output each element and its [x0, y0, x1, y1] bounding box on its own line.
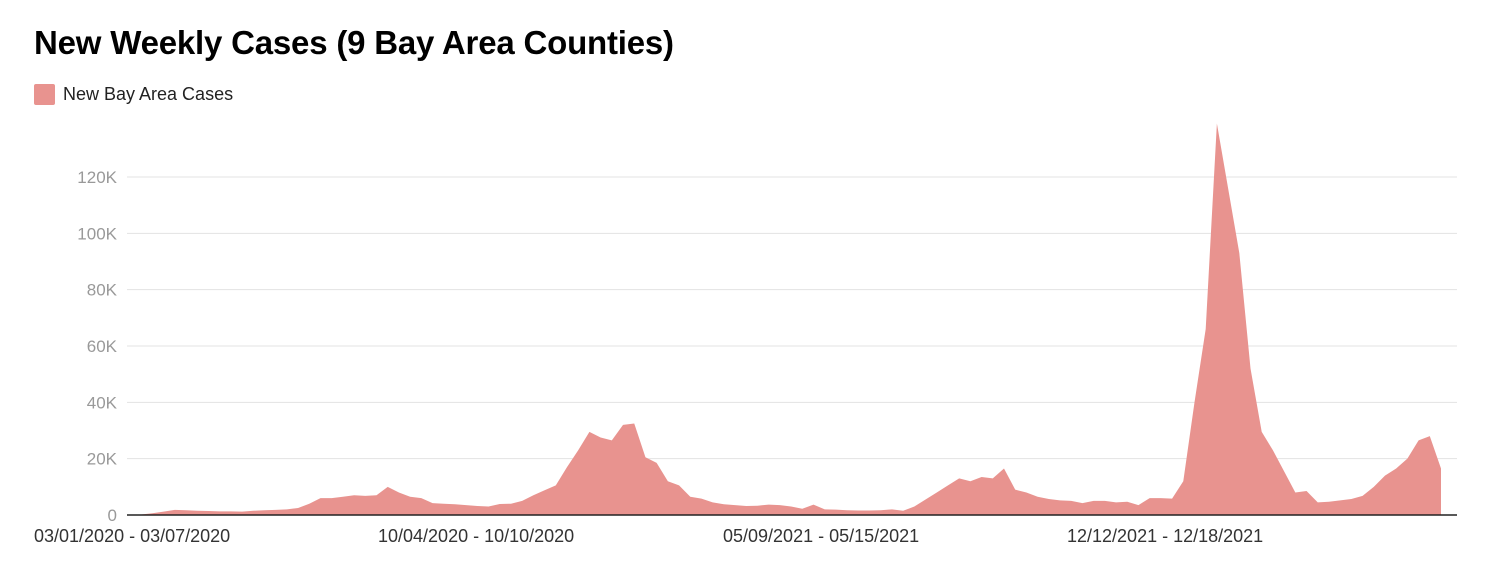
y-tick-label: 120K — [77, 168, 117, 187]
legend: New Bay Area Cases — [34, 82, 233, 106]
y-axis-tick-labels: 0 20K 40K 60K 80K 100K 120K — [77, 168, 117, 525]
legend-label: New Bay Area Cases — [63, 83, 234, 104]
x-tick-label: 10/04/2020 - 10/10/2020 — [378, 526, 574, 546]
x-tick-label: 03/01/2020 - 03/07/2020 — [34, 526, 230, 546]
y-tick-label: 60K — [87, 337, 118, 356]
y-tick-label: 100K — [77, 224, 117, 243]
y-tick-label: 20K — [87, 450, 118, 469]
y-tick-label: 80K — [87, 281, 118, 300]
legend-swatch — [34, 83, 55, 105]
x-axis-tick-labels: 03/01/2020 - 03/07/2020 10/04/2020 - 10/1… — [34, 526, 1263, 546]
x-tick-label: 05/09/2021 - 05/15/2021 — [723, 526, 919, 546]
series-area-group — [130, 123, 1441, 515]
y-tick-label: 0 — [108, 506, 117, 525]
x-tick-label: 12/12/2021 - 12/18/2021 — [1067, 526, 1263, 546]
chart-title: New Weekly Cases (9 Bay Area Counties) — [34, 24, 674, 61]
series-area-new-bay-area-cases — [130, 123, 1441, 515]
y-tick-label: 40K — [87, 393, 118, 412]
